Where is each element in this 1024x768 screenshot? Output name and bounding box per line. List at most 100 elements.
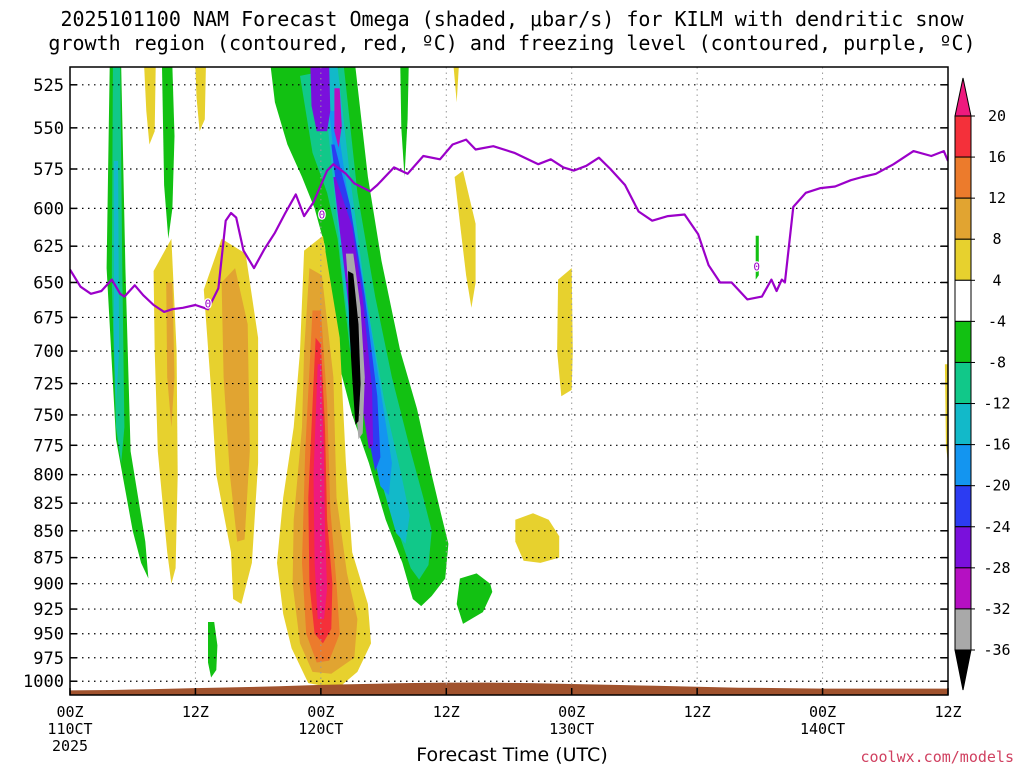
- x-tick-label-24-1: 00Z: [307, 703, 334, 721]
- colorbar-bin-10: [954, 485, 972, 528]
- omega-region-28: [313, 364, 328, 619]
- colorbar-label-9: -20: [983, 477, 1010, 495]
- omega-region-3: [162, 67, 175, 239]
- y-tick-label-700: 700: [33, 342, 64, 362]
- source-credit[interactable]: coolwx.com/models: [860, 748, 1014, 766]
- colorbar-bin-5: [954, 279, 972, 322]
- colorbar-label-0: 20: [988, 107, 1006, 125]
- omega-region-18: [755, 235, 759, 280]
- x-tick-label-72-2: 140CT: [800, 720, 845, 738]
- chart-title-line-1: 2025101100 NAM Forecast Omega (shaded, μ…: [60, 7, 964, 31]
- colorbar-bin-11: [954, 526, 972, 569]
- freezing-level-line: [70, 138, 948, 313]
- x-tick-label-84-1: 12Z: [934, 703, 961, 721]
- y-tick-label-975: 975: [33, 649, 64, 669]
- colorbar-bin-8: [954, 403, 972, 446]
- terrain-fill: [70, 682, 948, 695]
- x-tick-label-0-2: 110CT: [47, 720, 92, 738]
- colorbar-label-4: 4: [992, 271, 1001, 289]
- colorbar-label-3: 8: [992, 230, 1001, 248]
- colorbar-bin-1: [954, 115, 972, 158]
- colorbar-bin-9: [954, 444, 972, 487]
- colorbar-label-6: -8: [988, 353, 1006, 371]
- colorbar-label-5: -4: [988, 312, 1006, 330]
- omega-region-23: [221, 268, 250, 542]
- freezing-level-contour: 0 0 0: [70, 138, 948, 313]
- omega-region-2: [113, 160, 120, 403]
- colorbar-label-13: -36: [983, 641, 1010, 659]
- plot-frame: [69, 66, 949, 696]
- y-tick-label-900: 900: [33, 575, 64, 595]
- colorbar-label-2: 12: [988, 189, 1006, 207]
- y-tick-label-775: 775: [33, 436, 64, 456]
- omega-region-13: [348, 271, 361, 425]
- freezing-level-label-2: 0: [753, 261, 760, 274]
- y-tick-label-1000: 1000: [23, 672, 64, 692]
- freezing-level-label-1: 0: [319, 209, 326, 222]
- omega-region-21: [166, 282, 175, 428]
- y-tick-label-625: 625: [33, 237, 64, 257]
- omega-region-30: [453, 67, 459, 103]
- colorbar-label-11: -28: [983, 559, 1010, 577]
- y-tick-label-525: 525: [33, 76, 64, 96]
- x-tick-label-48-1: 00Z: [558, 703, 585, 721]
- y-tick-label-575: 575: [33, 160, 64, 180]
- colorbar-bin-7: [954, 361, 972, 405]
- freezing-level-label-0: 0: [205, 298, 212, 311]
- omega-region-29: [195, 67, 206, 132]
- colorbar-label-1: 16: [988, 148, 1006, 166]
- x-tick-label-72-1: 00Z: [809, 703, 836, 721]
- omega-region-16: [400, 67, 409, 177]
- omega-region-19: [144, 67, 156, 145]
- y-tick-label-825: 825: [33, 494, 64, 514]
- colorbar-bin-6: [954, 320, 972, 363]
- x-tick-label-0-3: 2025: [52, 737, 88, 755]
- omega-region-31: [454, 170, 476, 308]
- omega-region-15: [310, 67, 331, 132]
- y-tick-label-675: 675: [33, 308, 64, 328]
- omega-region-20: [153, 238, 178, 584]
- colorbar-label-12: -32: [983, 600, 1010, 618]
- surface-terrain: [70, 682, 948, 695]
- colorbar: 20 16 12 8 4 -4 -8 -12 -16 -20 -24 -28 -32 -36: [954, 77, 1011, 691]
- y-tick-label-725: 725: [33, 375, 64, 395]
- y-tick-label-800: 800: [33, 466, 64, 486]
- colorbar-bin-4: [954, 238, 972, 281]
- colorbar-label-8: -16: [983, 436, 1010, 454]
- colorbar-bin-3: [954, 197, 972, 240]
- omega-region-4: [208, 622, 218, 678]
- x-tick-label-36-1: 12Z: [433, 703, 460, 721]
- colorbar-bin-13: [954, 608, 972, 651]
- colorbar-bin-12: [954, 567, 972, 610]
- y-tick-label-925: 925: [33, 600, 64, 620]
- y-tick-label-875: 875: [33, 549, 64, 569]
- y-axis: 525 550 575 600 625 650 675 700 725 750 775 800 825 8…: [23, 76, 948, 692]
- grid-lines: [69, 67, 949, 695]
- colorbar-label-10: -24: [983, 518, 1010, 536]
- y-tick-label-650: 650: [33, 273, 64, 293]
- x-tick-label-0-1: 00Z: [56, 703, 83, 721]
- chart-title-line-2: growth region (contoured, red, ºC) and f…: [48, 31, 976, 55]
- x-tick-label-60-1: 12Z: [684, 703, 711, 721]
- y-tick-label-950: 950: [33, 625, 64, 645]
- y-tick-label-750: 750: [33, 406, 64, 426]
- x-tick-label-24-2: 120CT: [298, 720, 343, 738]
- x-tick-label-48-2: 130CT: [549, 720, 594, 738]
- omega-region-17: [456, 573, 493, 624]
- y-tick-label-550: 550: [33, 119, 64, 139]
- x-tick-label-12-1: 12Z: [182, 703, 209, 721]
- colorbar-label-7: -12: [983, 395, 1010, 413]
- x-axis-title: Forecast Time (UTC): [416, 744, 608, 766]
- omega-shading: [106, 67, 948, 689]
- colorbar-bin-0: [954, 77, 972, 117]
- y-tick-label-600: 600: [33, 199, 64, 219]
- omega-region-34: [944, 364, 948, 463]
- colorbar-bin-2: [954, 156, 972, 199]
- omega-region-32: [557, 268, 573, 397]
- omega-region-11: [334, 88, 342, 148]
- omega-region-33: [515, 513, 560, 563]
- colorbar-bin-14: [954, 649, 972, 691]
- y-tick-label-850: 850: [33, 522, 64, 542]
